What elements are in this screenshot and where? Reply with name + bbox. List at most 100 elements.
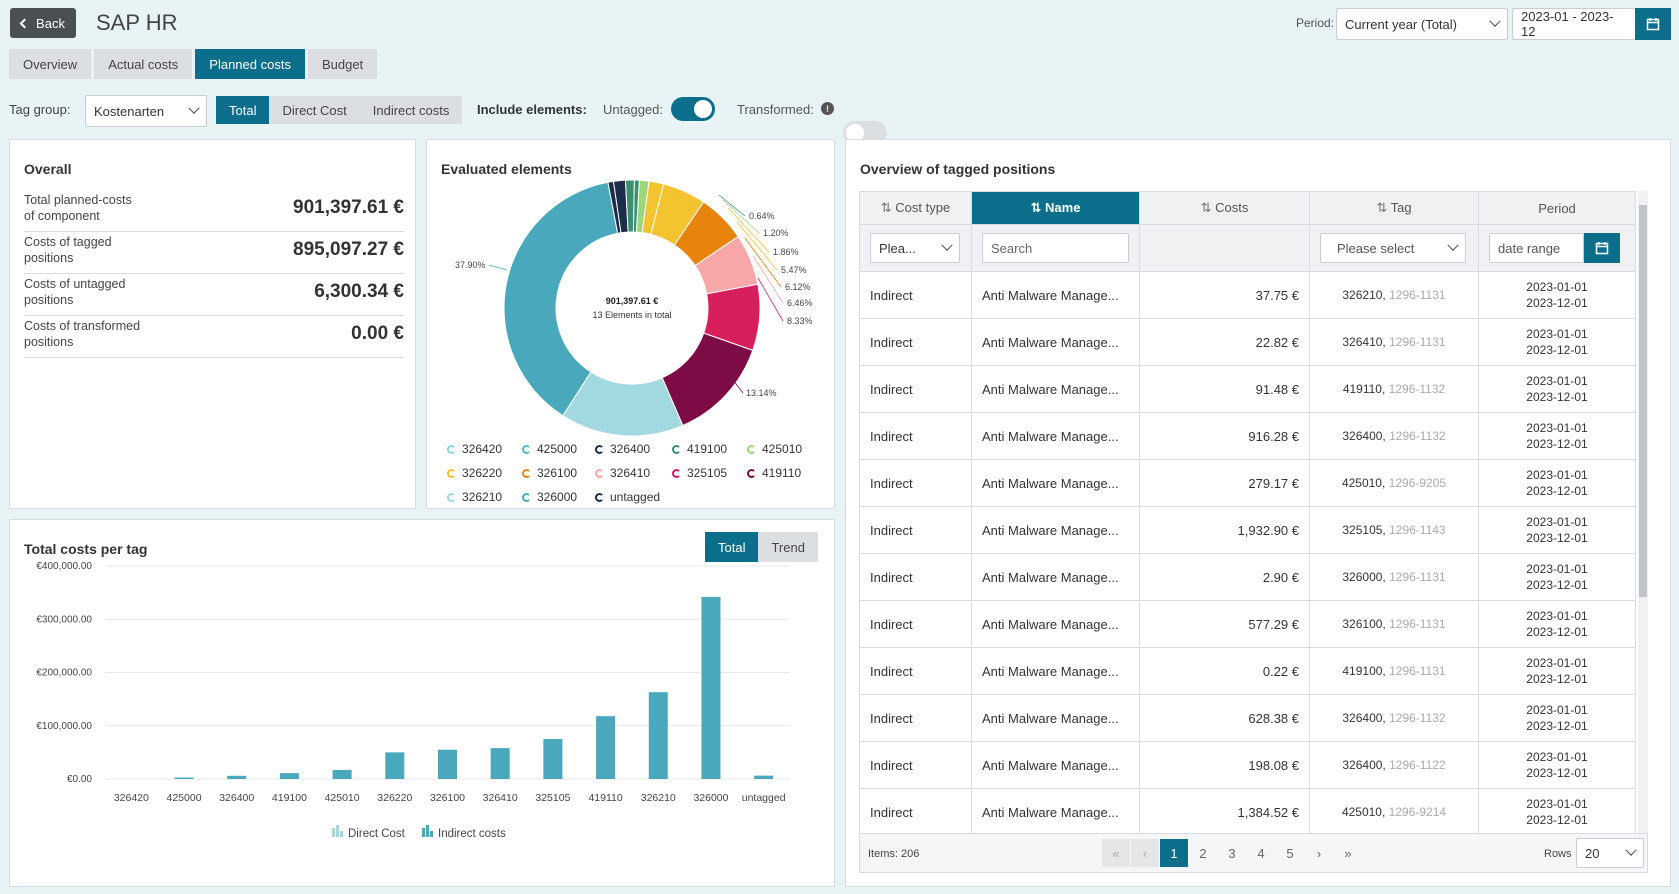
table-row[interactable]: Indirect Anti Malware Manage... 198.08 € 32… xyxy=(859,741,1636,789)
untagged-toggle[interactable] xyxy=(671,97,715,121)
page-button[interactable]: 3 xyxy=(1228,845,1236,861)
tab-actual-costs[interactable]: Actual costs xyxy=(94,49,193,79)
y-tick-label: €200,000.00 xyxy=(36,668,92,679)
first-page-icon[interactable]: « xyxy=(1102,839,1130,867)
col-header-name[interactable]: ⇅ Name xyxy=(971,191,1140,225)
legend-indirect-costs[interactable]: Indirect costs xyxy=(422,825,506,840)
table-row[interactable]: Indirect Anti Malware Manage... 91.48 € 419… xyxy=(859,365,1636,413)
table-row[interactable]: Indirect Anti Malware Manage... 37.75 € 326… xyxy=(859,271,1636,319)
legend-item[interactable]: 326220 xyxy=(447,466,502,480)
back-button[interactable]: Back xyxy=(10,8,76,38)
col-header-costs[interactable]: ⇅ Costs xyxy=(1139,191,1310,225)
chevron-left-icon xyxy=(19,18,30,28)
bar[interactable] xyxy=(754,775,774,779)
date-range-input[interactable]: 2023-01 - 2023-12 xyxy=(1512,8,1636,40)
bar[interactable] xyxy=(279,773,299,779)
period-filter-input[interactable]: date range xyxy=(1489,233,1584,263)
page-button[interactable]: 5 xyxy=(1286,845,1294,861)
bar[interactable] xyxy=(227,775,247,779)
table-row[interactable]: Indirect Anti Malware Manage... 279.17 € 42… xyxy=(859,459,1636,507)
legend-item[interactable]: 425000 xyxy=(522,442,577,456)
segment-indirect-costs[interactable]: Indirect costs xyxy=(359,96,463,124)
legend-item[interactable]: 419100 xyxy=(672,442,727,456)
legend-item[interactable]: 326210 xyxy=(447,490,502,504)
tab-planned-costs[interactable]: Planned costs xyxy=(195,49,305,79)
cell-cost-type: Indirect xyxy=(859,694,972,742)
rows-per-page-select[interactable]: 20 xyxy=(1576,838,1644,868)
table-row[interactable]: Indirect Anti Malware Manage... 577.29 € 32… xyxy=(859,600,1636,648)
table-row[interactable]: Indirect Anti Malware Manage... 22.82 € 326… xyxy=(859,318,1636,366)
table-row[interactable]: Indirect Anti Malware Manage... 1,384.52 €… xyxy=(859,788,1636,833)
overall-row: Total planned-costs of component 901,397… xyxy=(24,192,404,232)
segment-total[interactable]: Total xyxy=(216,96,270,124)
bar[interactable] xyxy=(490,748,510,779)
prev-page-icon[interactable]: ‹ xyxy=(1131,839,1159,867)
tag-filter[interactable]: Please select xyxy=(1320,233,1466,263)
donut-slice[interactable] xyxy=(503,181,619,417)
table-row[interactable]: Indirect Anti Malware Manage... 628.38 € 32… xyxy=(859,694,1636,742)
legend-item[interactable]: 425010 xyxy=(747,442,802,456)
tab-budget[interactable]: Budget xyxy=(307,49,378,79)
donut-slice[interactable] xyxy=(624,179,635,233)
cell-period: 2023-01-01 2023-12-01 xyxy=(1478,506,1636,554)
slice-leader-line xyxy=(718,194,746,217)
bar[interactable] xyxy=(596,716,616,779)
col-header-period[interactable]: Period xyxy=(1478,191,1636,225)
table-row[interactable]: Indirect Anti Malware Manage... 1,932.90 €… xyxy=(859,506,1636,554)
name-search-input[interactable]: Search xyxy=(982,233,1129,263)
bar[interactable] xyxy=(332,769,352,779)
chart-mode-trend[interactable]: Trend xyxy=(758,532,818,562)
tag-code-text: 1296-9214 xyxy=(1388,805,1447,819)
tag-code-text: 1296-1131 xyxy=(1389,288,1446,302)
tag-group-select[interactable]: Kostenarten xyxy=(85,95,207,127)
legend-item[interactable]: 326410 xyxy=(595,466,650,480)
cell-cost-type: Indirect xyxy=(859,553,972,601)
table-scrollbar[interactable] xyxy=(1638,191,1648,833)
slice-label: 13.14% xyxy=(746,388,777,398)
legend-direct-cost[interactable]: Direct Cost xyxy=(332,825,406,840)
table-row[interactable]: Indirect Anti Malware Manage... 0.22 € 4191… xyxy=(859,647,1636,695)
period-select[interactable]: Current year (Total) xyxy=(1336,8,1508,40)
bar-chart: €0.00 €100,000.00 €200,000.00 €300,000.00 €4… xyxy=(36,561,790,840)
legend-item[interactable]: 326100 xyxy=(522,466,577,480)
page-button[interactable]: 2 xyxy=(1199,845,1207,861)
bar[interactable] xyxy=(438,749,457,779)
legend-item[interactable]: 419110 xyxy=(747,466,801,480)
bar[interactable] xyxy=(385,752,405,779)
cost-type-filter[interactable]: Plea... xyxy=(870,233,960,263)
bar[interactable] xyxy=(174,777,194,780)
donut-center-sub: 13 Elements in total xyxy=(592,310,671,320)
segment-direct-cost[interactable]: Direct Cost xyxy=(269,96,360,124)
cost-type-text: Indirect xyxy=(870,381,913,397)
table-row[interactable]: Indirect Anti Malware Manage... 916.28 € 32… xyxy=(859,412,1636,460)
chart-mode-total[interactable]: Total xyxy=(705,532,759,562)
legend-item[interactable]: 326000 xyxy=(522,490,577,504)
legend-item[interactable]: 326420 xyxy=(447,442,502,456)
col-header-tag[interactable]: ⇅ Tag xyxy=(1309,191,1479,225)
bar[interactable] xyxy=(701,596,721,779)
cost-segment: Total Direct Cost Indirect costs xyxy=(216,96,463,124)
bar[interactable] xyxy=(543,739,563,779)
period-end: 2023-12-01 xyxy=(1526,578,1588,592)
include-elements-label: Include elements: xyxy=(477,102,587,117)
tab-overview[interactable]: Overview xyxy=(9,49,92,79)
info-icon[interactable]: ! xyxy=(821,102,834,115)
bar[interactable] xyxy=(648,692,668,779)
calendar-button[interactable] xyxy=(1635,8,1671,40)
page-button[interactable]: 4 xyxy=(1257,845,1265,861)
table-row[interactable]: Indirect Anti Malware Manage... 2.90 € 3260… xyxy=(859,553,1636,601)
legend-item[interactable]: untagged xyxy=(595,490,660,504)
legend-item[interactable]: 325105 xyxy=(672,466,727,480)
legend-item[interactable]: 326400 xyxy=(595,442,650,456)
cost-text: 91.48 € xyxy=(1255,381,1299,397)
scrollbar-thumb[interactable] xyxy=(1639,205,1647,597)
slice-leader-line xyxy=(736,221,778,271)
name-text: Anti Malware Manage... xyxy=(982,710,1119,726)
col-header-cost-type[interactable]: ⇅ Cost type xyxy=(859,191,972,225)
period-filter-calendar-button[interactable] xyxy=(1584,233,1620,263)
cell-tag: 419100, 1296-1131 xyxy=(1309,647,1479,695)
last-page-icon[interactable]: » xyxy=(1344,845,1352,861)
slice-leader-line xyxy=(488,264,508,271)
next-page-icon[interactable]: › xyxy=(1316,845,1322,861)
page-button[interactable]: 1 xyxy=(1160,839,1188,867)
